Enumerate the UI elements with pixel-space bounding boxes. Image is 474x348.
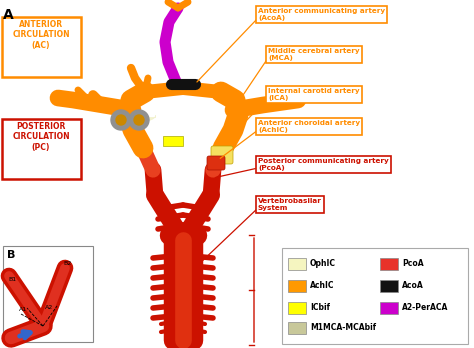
Bar (380, 280, 398, 292)
Text: A1: A1 (19, 307, 27, 312)
Text: B: B (7, 250, 15, 260)
Text: M1MCA-MCAbif: M1MCA-MCAbif (310, 323, 376, 332)
Text: Anterior communicating artery
(AcoA): Anterior communicating artery (AcoA) (258, 8, 385, 21)
Text: AcoA: AcoA (402, 281, 424, 290)
Bar (282, 248, 468, 344)
Text: AchIC: AchIC (310, 281, 335, 290)
Bar (380, 258, 398, 270)
Text: A2-PerACA: A2-PerACA (402, 303, 448, 312)
Text: A2: A2 (45, 305, 53, 310)
Text: Middle cerebral artery
(MCA): Middle cerebral artery (MCA) (268, 48, 360, 61)
Bar (288, 302, 306, 314)
Bar (288, 322, 306, 334)
Text: ICbif: ICbif (310, 303, 330, 312)
Text: Posterior communicating artery
(PcoA): Posterior communicating artery (PcoA) (258, 158, 389, 171)
Text: ANTERIOR
CIRCULATION
(AC): ANTERIOR CIRCULATION (AC) (12, 20, 70, 50)
Bar (163, 136, 183, 146)
Circle shape (134, 115, 144, 125)
FancyBboxPatch shape (207, 156, 225, 170)
Text: Internal carotid artery
(ICA): Internal carotid artery (ICA) (268, 88, 360, 101)
FancyBboxPatch shape (211, 146, 233, 164)
Bar (3, 246, 93, 342)
Text: Vertebrobasilar
System: Vertebrobasilar System (258, 198, 322, 211)
Text: B2: B2 (63, 261, 71, 266)
Text: A: A (3, 8, 14, 22)
FancyBboxPatch shape (2, 17, 81, 77)
Bar (288, 258, 306, 270)
Text: PcoA: PcoA (402, 259, 424, 268)
Text: B1: B1 (8, 277, 16, 282)
Bar (288, 280, 306, 292)
Text: Anterior choroidal artery
(AchIC): Anterior choroidal artery (AchIC) (258, 120, 360, 133)
Circle shape (129, 110, 149, 130)
Bar (380, 302, 398, 314)
Circle shape (116, 115, 126, 125)
Circle shape (111, 110, 131, 130)
FancyBboxPatch shape (2, 119, 81, 179)
Text: POSTERIOR
CIRCULATION
(PC): POSTERIOR CIRCULATION (PC) (12, 122, 70, 152)
Text: OphIC: OphIC (310, 259, 336, 268)
